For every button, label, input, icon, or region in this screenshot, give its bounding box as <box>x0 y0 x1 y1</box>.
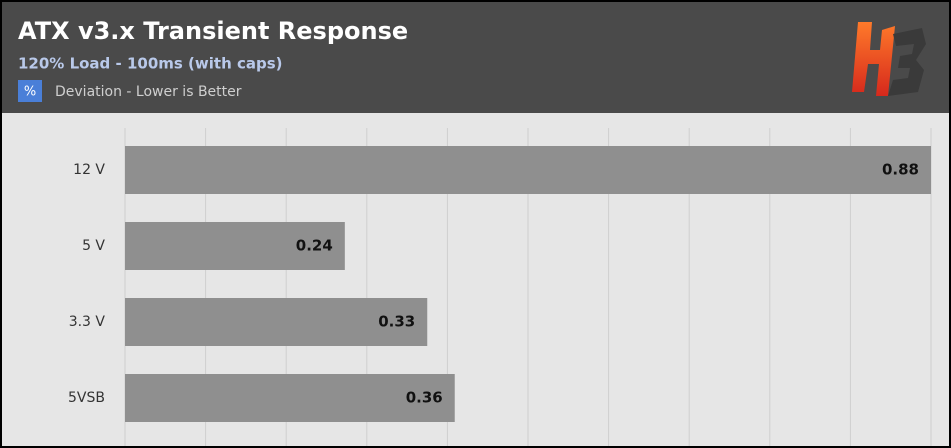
logo <box>852 22 926 96</box>
bar <box>125 222 345 270</box>
bar <box>125 146 931 194</box>
value-label: 0.88 <box>882 161 919 179</box>
legend-label: Deviation - Lower is Better <box>55 84 242 100</box>
y-tick-label: 5VSB <box>68 390 105 406</box>
value-label: 0.36 <box>406 389 443 407</box>
legend-symbol: % <box>24 85 36 100</box>
y-tick-label: 5 V <box>82 238 105 254</box>
bar <box>125 298 428 346</box>
chart-subtitle: 120% Load - 100ms (with caps) <box>18 55 283 73</box>
value-label: 0.33 <box>378 313 415 331</box>
y-tick-label: 12 V <box>73 162 105 178</box>
chart-title: ATX v3.x Transient Response <box>18 17 408 45</box>
header <box>0 0 951 113</box>
bar <box>125 374 455 422</box>
y-tick-label: 3.3 V <box>69 314 106 330</box>
value-label: 0.24 <box>296 237 333 255</box>
legend-swatch <box>18 80 42 102</box>
